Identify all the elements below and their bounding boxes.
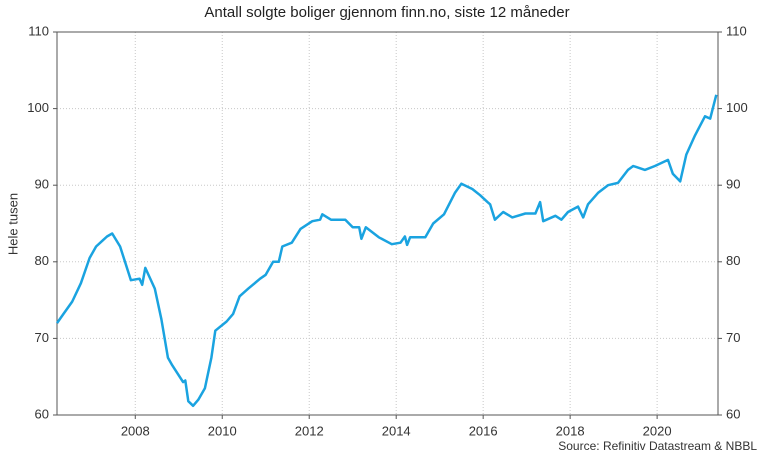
- y-tick-label: 100: [27, 100, 49, 115]
- x-tick-label: 2008: [121, 423, 150, 438]
- y2-tick-label: 100: [726, 100, 748, 115]
- y-tick-label: 110: [28, 23, 49, 38]
- x-tick-label: 2018: [556, 423, 585, 438]
- chart-title: Antall solgte boliger gjennom finn.no, s…: [204, 4, 569, 21]
- y-tick-label: 90: [35, 177, 49, 192]
- x-tick-label: 2020: [643, 423, 672, 438]
- y2-tick-label: 80: [726, 253, 740, 268]
- y2-tick-label: 90: [726, 177, 740, 192]
- y2-tick-label: 110: [726, 23, 747, 38]
- y-axis-label: Hele tusen: [5, 193, 20, 255]
- y2-tick-label: 70: [726, 330, 740, 345]
- x-tick-label: 2016: [469, 423, 498, 438]
- x-tick-label: 2012: [295, 423, 324, 438]
- y-tick-label: 60: [35, 406, 49, 421]
- x-tick-label: 2010: [208, 423, 237, 438]
- data-line: [55, 94, 718, 408]
- y-tick-label: 70: [35, 330, 49, 345]
- y-tick-label: 80: [35, 253, 49, 268]
- plot-frame: [56, 31, 719, 416]
- y2-tick-label: 60: [726, 406, 740, 421]
- source-note: Source: Refinitiv Datastream & NBBL: [558, 439, 757, 453]
- x-tick-label: 2014: [382, 423, 411, 438]
